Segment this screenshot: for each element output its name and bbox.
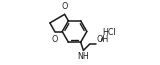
- Text: NH: NH: [78, 52, 89, 61]
- Text: O: O: [52, 35, 58, 44]
- Text: HCl: HCl: [103, 28, 116, 37]
- Text: OH: OH: [96, 35, 109, 44]
- Text: O: O: [62, 2, 68, 11]
